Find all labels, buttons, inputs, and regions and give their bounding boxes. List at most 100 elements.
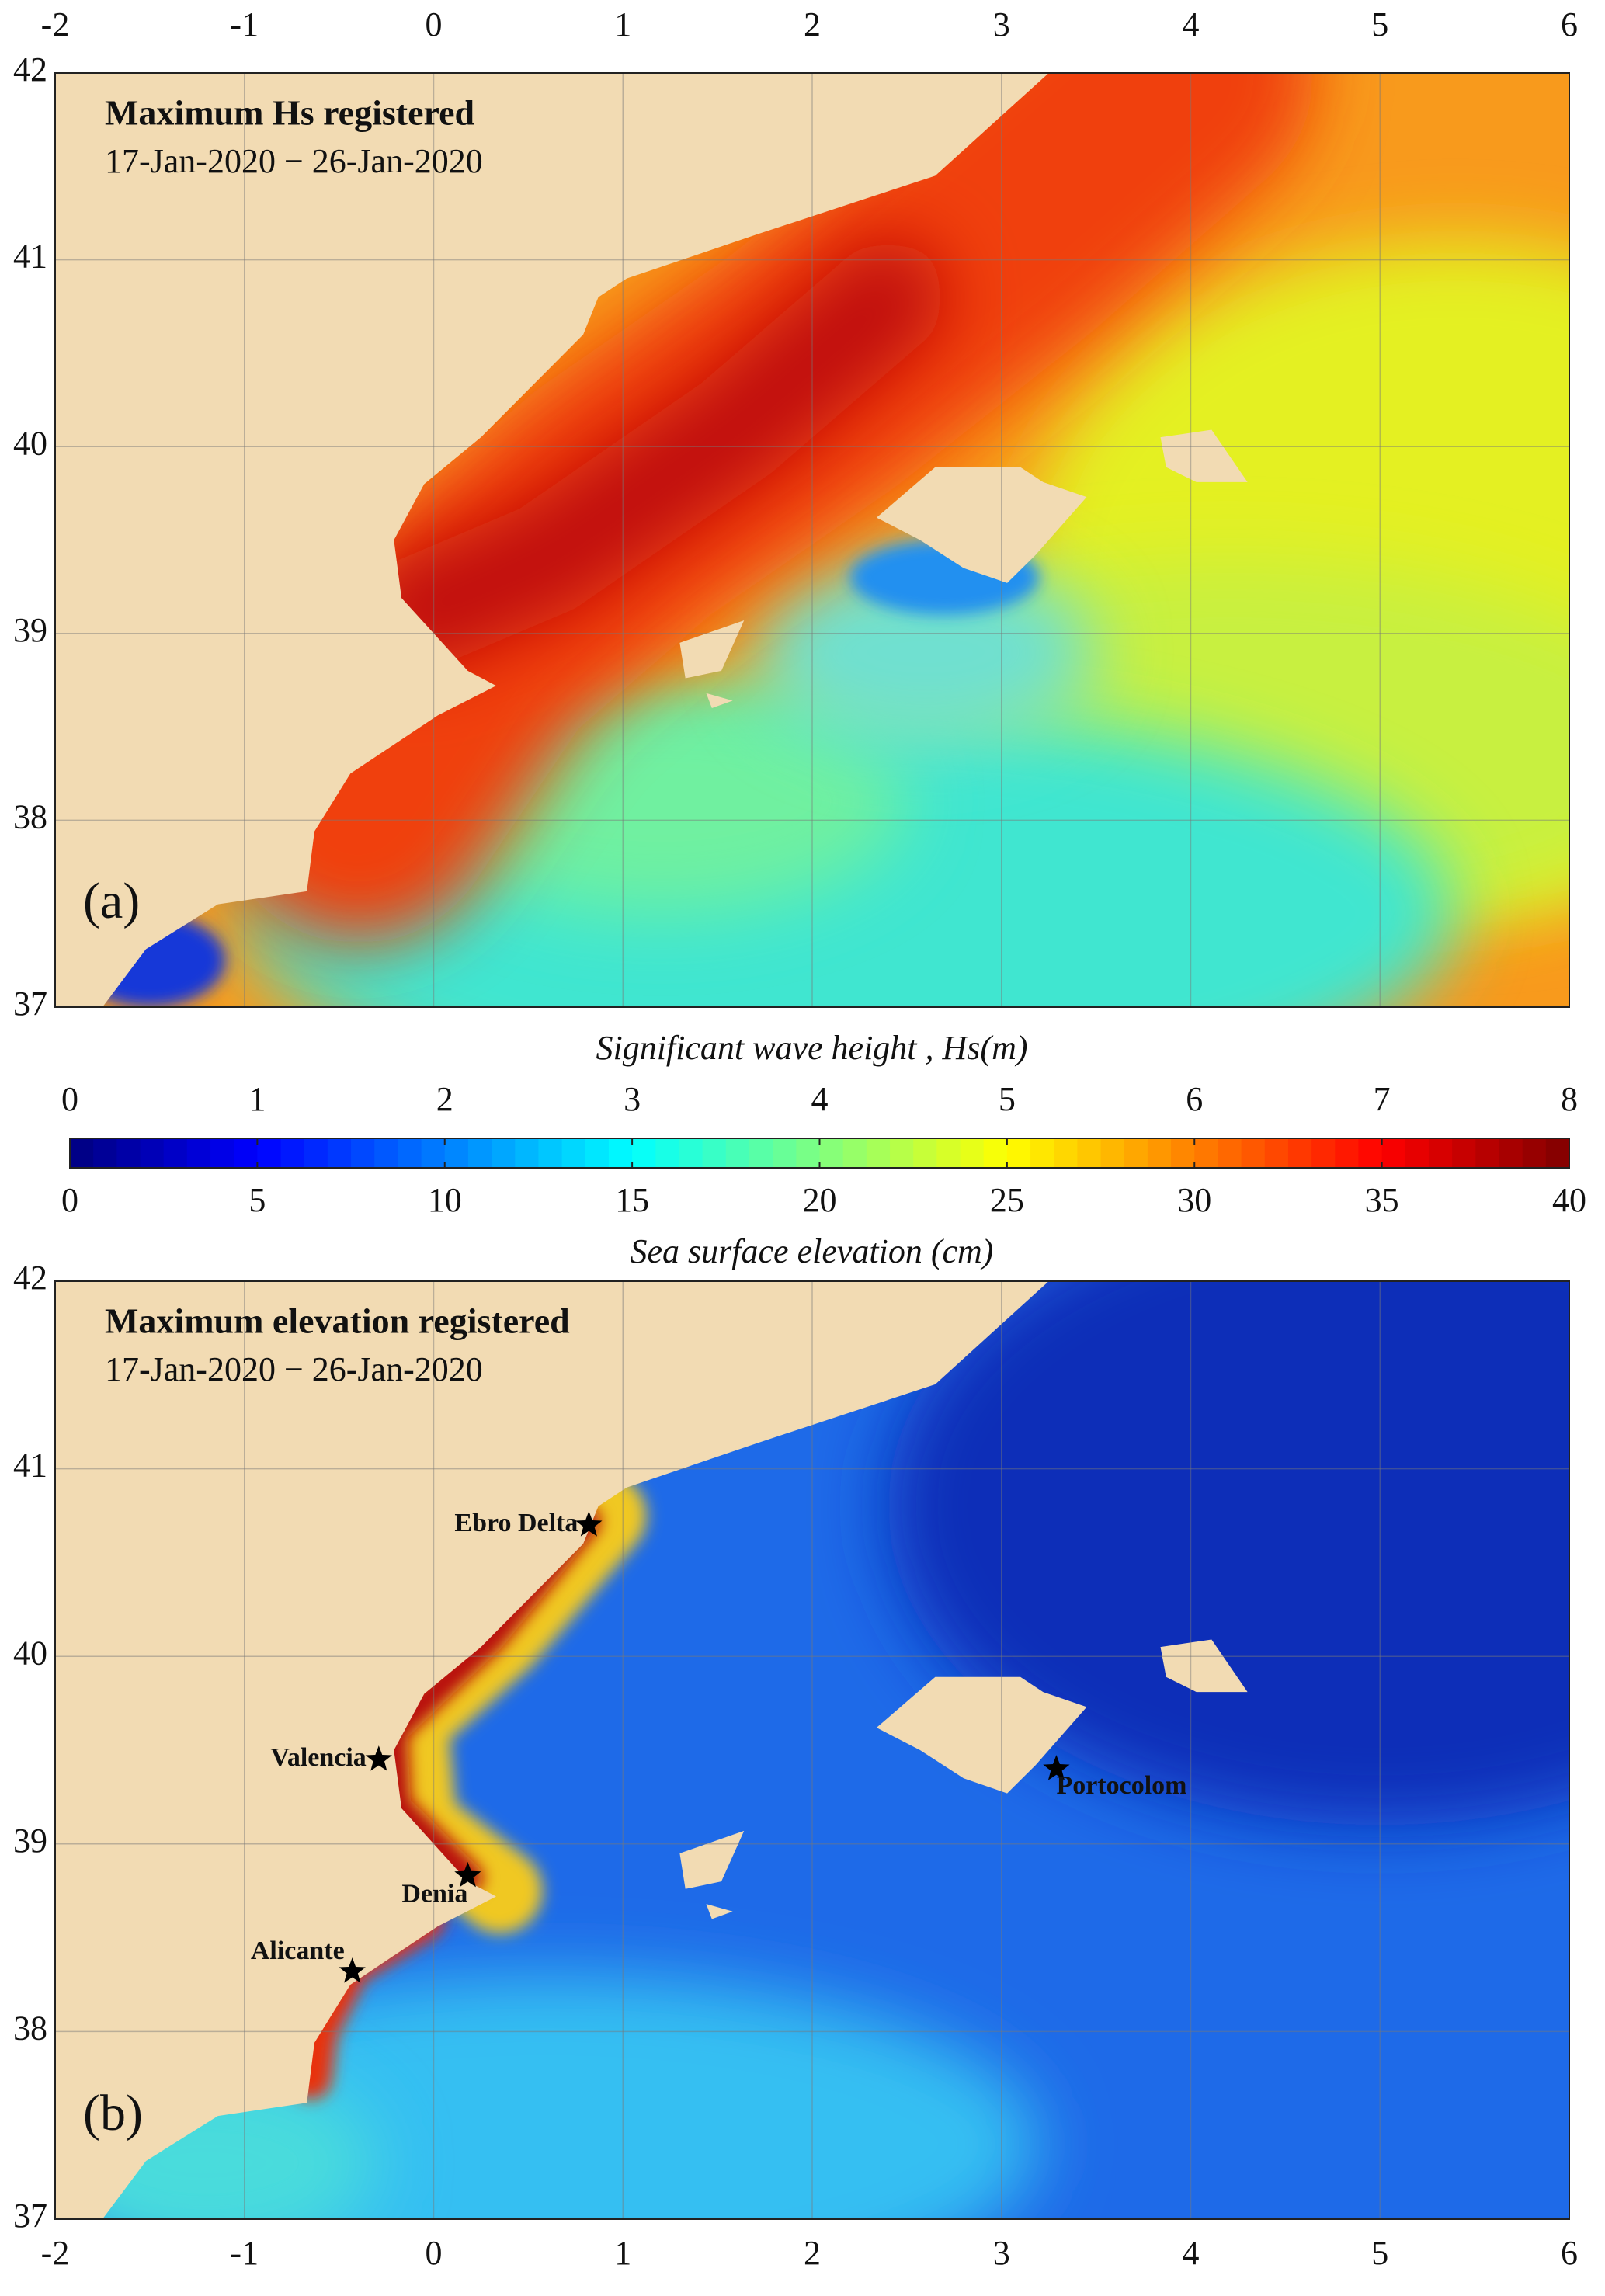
colorbar-cell (492, 1138, 516, 1168)
colorbar-tick-label: 30 (1177, 1181, 1211, 1219)
colorbar-cell (983, 1138, 1008, 1168)
panel-title: Maximum elevation registered (105, 1301, 570, 1341)
x-tick-label: 6 (1561, 2234, 1578, 2272)
colorbar-cell (1218, 1138, 1242, 1168)
y-tick-label: 42 (13, 50, 47, 89)
colorbar-cell (655, 1138, 680, 1168)
x-tick-label: 0 (426, 5, 443, 43)
land (55, 1281, 1049, 2219)
colorbar-cell (1381, 1138, 1406, 1168)
colorbar-tick-label: 5 (999, 1080, 1016, 1118)
station-marker (575, 1511, 603, 1537)
colorbar-cell (304, 1138, 328, 1168)
colorbar-tick-label: 25 (990, 1181, 1024, 1219)
colorbar-cell (421, 1138, 446, 1168)
x-tick-label: -2 (41, 2234, 70, 2272)
colorbar-tick-label: 20 (803, 1181, 837, 1219)
panel-label: (a) (83, 873, 140, 929)
colorbar-cell (1545, 1138, 1570, 1168)
colorbar-cell (1124, 1138, 1148, 1168)
x-tick-label: 2 (804, 5, 821, 43)
colorbar-cell (515, 1138, 540, 1168)
colorbar-cell (890, 1138, 914, 1168)
colorbar-cell (585, 1138, 610, 1168)
colorbar-label: Sea surface elevation (cm) (631, 1232, 994, 1270)
station-marker (365, 1745, 392, 1771)
field-patch (888, 1281, 1569, 1825)
panel-title: Maximum Hs registered (105, 93, 475, 133)
island (1160, 429, 1248, 482)
colorbar-tick-label: 3 (624, 1080, 641, 1118)
colorbar-cell (1171, 1138, 1195, 1168)
island (706, 693, 733, 709)
y-tick-label: 39 (13, 1822, 47, 1860)
colorbar-cell (679, 1138, 703, 1168)
colorbar-cell (1264, 1138, 1289, 1168)
colorbar-cell (398, 1138, 422, 1168)
colorbar-cell (1241, 1138, 1266, 1168)
colorbar-cell (1405, 1138, 1430, 1168)
station-label: Ebro Delta (454, 1509, 578, 1537)
panel-subtitle: 17-Jan-2020 − 26-Jan-2020 (105, 1350, 483, 1388)
x-tick-label: -1 (230, 5, 259, 43)
colorbar-cell (163, 1138, 188, 1168)
colorbar-cell (1499, 1138, 1523, 1168)
station-marker (454, 1861, 481, 1888)
y-tick-label: 41 (13, 1447, 47, 1485)
colorbar-cell (561, 1138, 586, 1168)
colorbar-cell (1335, 1138, 1360, 1168)
island (1160, 1639, 1248, 1693)
colorbar-tick-label: 40 (1552, 1181, 1586, 1219)
colorbar-cell (444, 1138, 469, 1168)
colorbar-cell (819, 1138, 844, 1168)
colorbar-tick-label: 4 (811, 1080, 829, 1118)
colorbar-cell (936, 1138, 961, 1168)
colorbar-cell (186, 1138, 211, 1168)
colorbar-cell (913, 1138, 937, 1168)
colorbar-cell (1475, 1138, 1500, 1168)
station-label: Alicante (251, 1936, 345, 1965)
island (679, 620, 745, 679)
colorbar-cell (1100, 1138, 1125, 1168)
colorbar-cell (773, 1138, 797, 1168)
colorbar-cell (1147, 1138, 1172, 1168)
station-marker (339, 1957, 366, 1983)
colorbar-cell (234, 1138, 258, 1168)
y-tick-label: 39 (13, 611, 47, 649)
colorbar-tick-label: 0 (61, 1080, 78, 1118)
colorbar-cell (140, 1138, 165, 1168)
colorbar-cell (1452, 1138, 1476, 1168)
colorbar-cell (1030, 1138, 1054, 1168)
colorbar-cell (1077, 1138, 1102, 1168)
colorbar-cell (116, 1138, 141, 1168)
colorbar-cell (467, 1138, 492, 1168)
axes-frame (54, 72, 1570, 1008)
y-tick-label: 41 (13, 238, 47, 276)
colorbar-cell (702, 1138, 727, 1168)
colorbar-tick-label: 5 (248, 1181, 266, 1219)
x-tick-label: 5 (1371, 2234, 1388, 2272)
island (706, 1904, 733, 1919)
y-tick-label: 38 (13, 797, 47, 835)
field-band (358, 240, 945, 672)
island (876, 1676, 1087, 1794)
colorbar-tick-label: 7 (1374, 1080, 1391, 1118)
colorbar-cell (257, 1138, 282, 1168)
y-tick-label: 37 (13, 985, 47, 1023)
colorbar-tick-label: 1 (248, 1080, 266, 1118)
colorbar-cell (538, 1138, 563, 1168)
station-label: Valencia (270, 1743, 366, 1772)
x-tick-label: 4 (1183, 2234, 1200, 2272)
colorbar-cell (93, 1138, 117, 1168)
field (55, 73, 1569, 1007)
y-tick-label: 37 (13, 2197, 47, 2235)
colorbar-tick-label: 10 (428, 1181, 462, 1219)
colorbar-tick-label: 8 (1561, 1080, 1578, 1118)
colorbar-cell (280, 1138, 305, 1168)
station-label: Portocolom (1056, 1771, 1186, 1800)
colorbar-cell (210, 1138, 234, 1168)
field (55, 1281, 1569, 2219)
x-tick-label: 2 (804, 2234, 821, 2272)
colorbar-tick-label: 6 (1186, 1080, 1203, 1118)
